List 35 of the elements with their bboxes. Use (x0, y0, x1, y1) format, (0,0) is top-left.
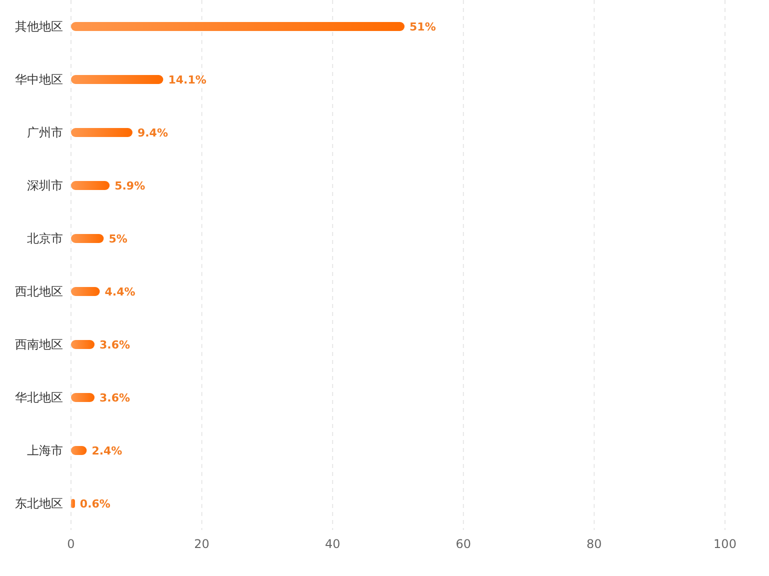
bar (71, 499, 75, 508)
x-tick-label: 100 (714, 537, 736, 551)
y-tick-label: 广州市 (27, 126, 63, 140)
data-label: 0.6% (80, 498, 110, 510)
y-tick-label: 西南地区 (15, 338, 63, 352)
y-tick-label: 上海市 (27, 444, 63, 458)
bar (71, 340, 95, 349)
bar (71, 128, 132, 137)
bar (71, 22, 405, 31)
y-tick-label: 华北地区 (15, 390, 63, 404)
x-tick-label: 40 (324, 537, 340, 551)
x-tick-label: 20 (194, 537, 210, 551)
data-label: 3.6% (100, 392, 130, 404)
y-tick-label: 东北地区 (15, 496, 63, 510)
y-tick-label: 其他地区 (15, 20, 63, 34)
y-tick-label: 北京市 (27, 232, 63, 246)
y-tick-label: 华中地区 (15, 72, 63, 86)
x-tick-label: 0 (67, 537, 75, 551)
data-label: 5.9% (114, 180, 146, 192)
y-tick-label: 深圳市 (27, 178, 63, 192)
x-tick-label: 60 (456, 537, 472, 551)
bar (71, 181, 110, 190)
data-label: 14.1% (168, 74, 206, 86)
bar (71, 393, 95, 402)
bar (71, 287, 100, 296)
data-label: 5% (108, 232, 128, 246)
data-label: 51% (410, 20, 436, 34)
y-tick-label: 西北地区 (15, 284, 63, 298)
data-label: 4.4% (104, 286, 136, 298)
data-label: 2.4% (92, 444, 122, 458)
bar (71, 234, 104, 243)
x-tick-label: 80 (586, 537, 602, 551)
data-label: 3.6% (100, 338, 130, 352)
data-label: 9.4% (137, 126, 168, 140)
bar (71, 75, 164, 84)
